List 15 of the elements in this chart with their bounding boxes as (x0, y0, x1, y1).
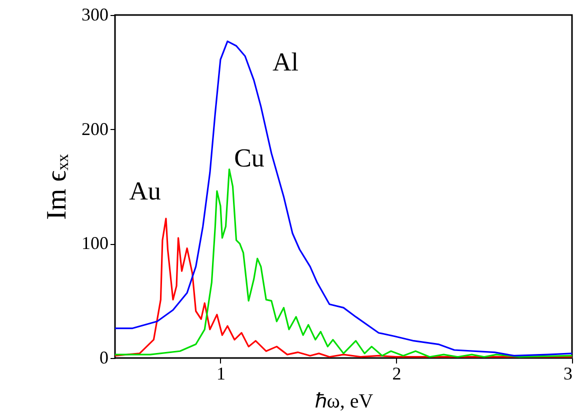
x-tick-label: 2 (392, 364, 402, 384)
series-label: Cu (234, 143, 264, 172)
line-series (114, 40, 573, 357)
series-label: Au (129, 176, 161, 206)
y-tick-label: 200 (82, 118, 108, 139)
series-label: Al (272, 47, 298, 76)
x-tick-label: 1 (216, 364, 226, 384)
y-tick-label: 100 (82, 233, 108, 254)
y-tick-label: 300 (82, 4, 108, 24)
line-series (114, 218, 573, 358)
line-series (114, 168, 573, 358)
x-tick-label: 3 (564, 364, 572, 384)
y-tick-label: 0 (100, 348, 108, 368)
x-axis-title: ℏω, eV (314, 390, 374, 412)
y-axis-title: Im ϵₓₓ (42, 153, 72, 220)
